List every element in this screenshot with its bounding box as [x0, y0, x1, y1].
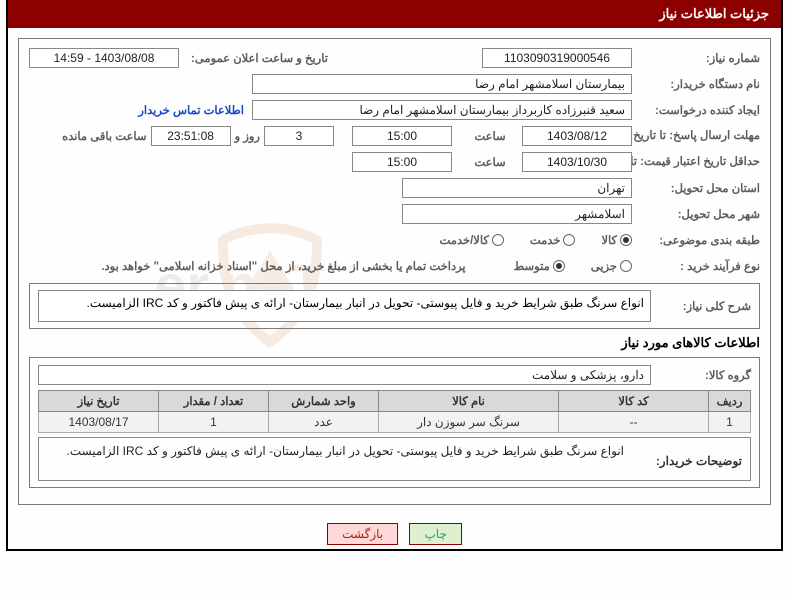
- button-row: چاپ بازگشت: [8, 515, 781, 549]
- time-label-1: ساعت: [452, 129, 522, 143]
- table-header: تعداد / مقدار: [159, 391, 269, 412]
- process-option-1[interactable]: متوسط: [514, 259, 565, 273]
- radio-label: کالا/خدمت: [440, 233, 489, 247]
- buyer-note-box: توضیحات خریدار: انواع سرنگ طبق شرایط خری…: [38, 437, 751, 481]
- table-cell: 1: [709, 412, 751, 433]
- table-cell: عدد: [269, 412, 379, 433]
- table-header: نام کالا: [379, 391, 559, 412]
- radio-icon: [492, 234, 504, 246]
- validity-time: 15:00: [352, 152, 452, 172]
- radio-icon: [620, 260, 632, 272]
- radio-label: خدمت: [530, 233, 561, 247]
- page-title-bar: جزئیات اطلاعات نیاز: [8, 0, 781, 28]
- buyer-label: نام دستگاه خریدار:: [632, 77, 760, 91]
- process-label: نوع فرآیند خرید :: [632, 259, 760, 273]
- radio-icon: [553, 260, 565, 272]
- category-option-1[interactable]: خدمت: [530, 233, 576, 247]
- announce-value: 1403/08/08 - 14:59: [29, 48, 179, 68]
- content-frame: شماره نیاز: 1103090319000546 تاریخ و ساع…: [18, 38, 771, 505]
- group-value: دارو، پزشکی و سلامت: [38, 365, 651, 385]
- deadline-date: 1403/08/12: [522, 126, 632, 146]
- validity-label: حداقل تاریخ اعتبار قیمت: تا تاریخ:: [632, 156, 760, 169]
- page-title: جزئیات اطلاعات نیاز: [659, 6, 769, 21]
- goods-section-title: اطلاعات کالاهای مورد نیاز: [29, 335, 760, 351]
- table-row: 1--سرنگ سر سوزن دارعدد11403/08/17: [39, 412, 751, 433]
- table-header: کد کالا: [559, 391, 709, 412]
- radio-label: کالا: [601, 233, 617, 247]
- category-label: طبقه بندی موضوعی:: [632, 233, 760, 247]
- announce-label: تاریخ و ساعت اعلان عمومی:: [185, 51, 328, 65]
- province-label: استان محل تحویل:: [632, 181, 760, 195]
- radio-icon: [563, 234, 575, 246]
- category-option-2[interactable]: کالا/خدمت: [440, 233, 504, 247]
- description-label: شرح کلی نیاز:: [651, 299, 751, 313]
- radio-label: جزیی: [591, 259, 617, 273]
- goods-box: گروه کالا: دارو، پزشکی و سلامت ردیفکد کا…: [29, 357, 760, 488]
- deadline-label: مهلت ارسال پاسخ: تا تاریخ:: [632, 130, 760, 143]
- description-text: انواع سرنگ طبق شرایط خرید و فایل پیوستی-…: [38, 290, 651, 322]
- table-cell: --: [559, 412, 709, 433]
- process-option-0[interactable]: جزیی: [591, 259, 632, 273]
- days-remaining: 3: [264, 126, 334, 146]
- table-cell: 1: [159, 412, 269, 433]
- process-radio-group: جزیی متوسط: [492, 259, 632, 273]
- buyer-contact-link[interactable]: اطلاعات تماس خریدار: [138, 103, 244, 117]
- radio-icon: [620, 234, 632, 246]
- deadline-time: 15:00: [352, 126, 452, 146]
- need-no-label: شماره نیاز:: [632, 51, 760, 65]
- category-radio-group: کالا خدمت کالا/خدمت: [418, 233, 633, 247]
- print-button[interactable]: چاپ: [409, 523, 461, 545]
- days-and-label: روز و: [235, 129, 260, 143]
- category-option-0[interactable]: کالا: [601, 233, 632, 247]
- description-box: شرح کلی نیاز: انواع سرنگ طبق شرایط خرید …: [29, 283, 760, 329]
- radio-label: متوسط: [514, 259, 550, 273]
- table-cell: 1403/08/17: [39, 412, 159, 433]
- buyer-note-label: توضیحات خریدار:: [624, 444, 742, 474]
- city-value: اسلامشهر: [402, 204, 632, 224]
- group-label: گروه کالا:: [651, 368, 751, 382]
- buyer-value: بیمارستان اسلامشهر امام رضا: [252, 74, 632, 94]
- table-cell: سرنگ سر سوزن دار: [379, 412, 559, 433]
- table-header: ردیف: [709, 391, 751, 412]
- goods-table: ردیفکد کالانام کالاواحد شمارشتعداد / مقد…: [38, 390, 751, 433]
- time-label-2: ساعت: [452, 155, 522, 169]
- countdown: 23:51:08: [151, 126, 231, 146]
- requester-value: سعید قنبرزاده کاربرداز بیمارستان اسلامشه…: [252, 100, 632, 120]
- payment-note: پرداخت تمام یا بخشی از مبلغ خرید، از محل…: [101, 259, 465, 273]
- city-label: شهر محل تحویل:: [632, 207, 760, 221]
- buyer-note-text: انواع سرنگ طبق شرایط خرید و فایل پیوستی-…: [47, 444, 624, 474]
- back-button[interactable]: بازگشت: [327, 523, 398, 545]
- table-header: تاریخ نیاز: [39, 391, 159, 412]
- requester-label: ایجاد کننده درخواست:: [632, 103, 760, 117]
- need-no-value: 1103090319000546: [482, 48, 632, 68]
- remaining-label: ساعت باقی مانده: [62, 129, 146, 143]
- validity-date: 1403/10/30: [522, 152, 632, 172]
- table-header: واحد شمارش: [269, 391, 379, 412]
- province-value: تهران: [402, 178, 632, 198]
- outer-frame: جزئیات اطلاعات نیاز شماره نیاز: 11030903…: [6, 0, 783, 551]
